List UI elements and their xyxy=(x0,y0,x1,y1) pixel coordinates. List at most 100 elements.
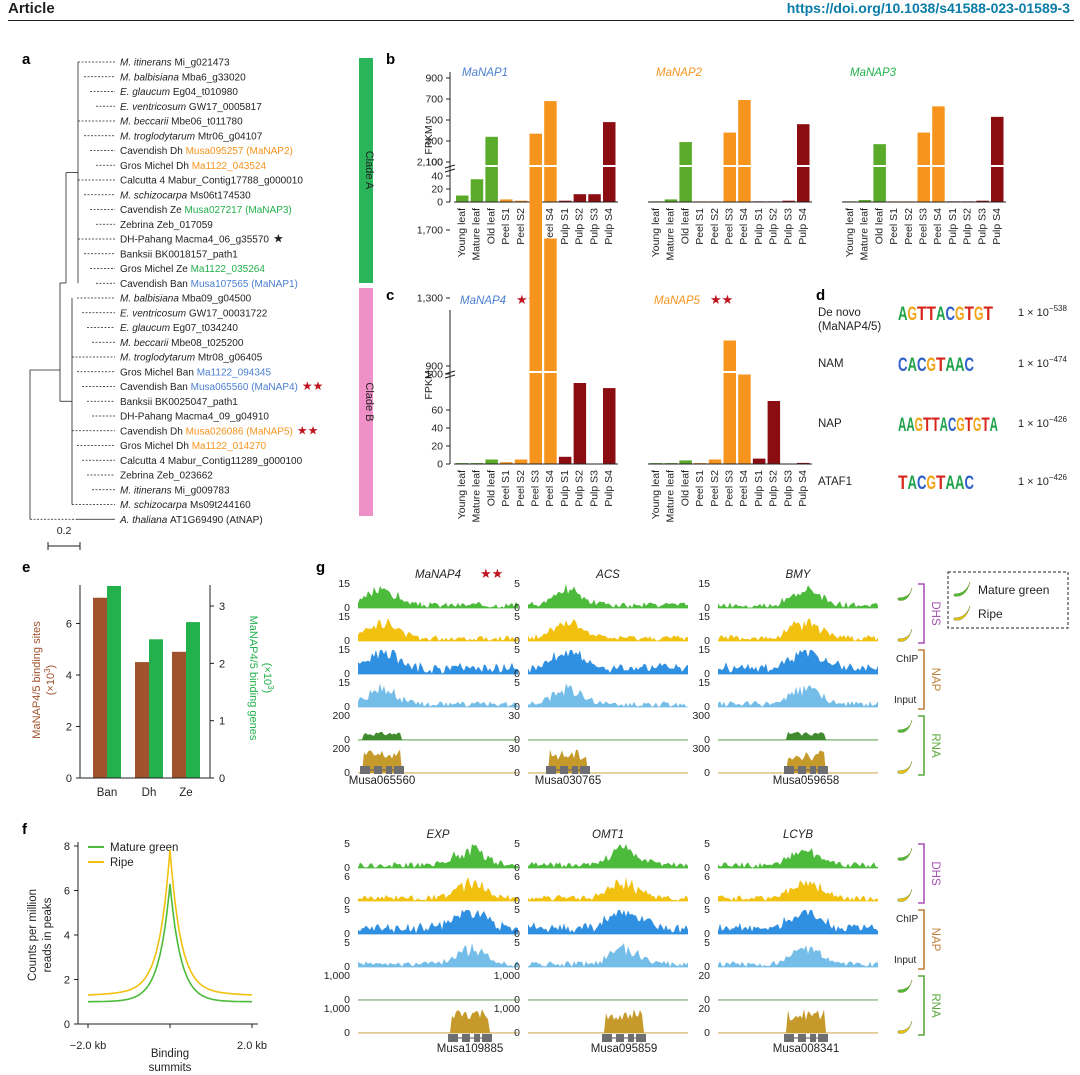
tree-leaf-id: BK0018157_path1 xyxy=(155,249,238,260)
g-gene-exon xyxy=(784,1034,794,1042)
g-group-label: RNA xyxy=(929,993,941,1018)
g-gene-label: Musa065560 xyxy=(349,775,416,787)
b-xtick-label: Mature leaf xyxy=(471,208,483,261)
c-xtick-label: Pulp S4 xyxy=(603,470,615,507)
tree-leaf: M. itinerans Mi_g009783 xyxy=(120,485,230,496)
b-ylabel: FPKM xyxy=(423,125,435,154)
c-xtick-label: Peel S1 xyxy=(500,470,512,507)
tree-leaf-species: Cavendish Dh xyxy=(120,426,186,437)
c-bar xyxy=(797,462,810,464)
b-bar xyxy=(558,200,572,202)
tree-leaf-species: M. itinerans xyxy=(120,485,174,496)
panel-label-f: f xyxy=(22,821,28,838)
b-bar xyxy=(873,144,886,202)
b-xtick-label: Peel S1 xyxy=(500,208,512,245)
c-xtick-label: Young leaf xyxy=(456,470,468,519)
tree-leaf: M. beccarii Mbe08_t025200 xyxy=(120,338,244,349)
g-track-zero: 0 xyxy=(704,895,710,907)
tree-leaf-species: Cavendish Ze xyxy=(120,205,184,216)
g-track-max: 30 xyxy=(508,743,520,755)
c-series-marker: ★★ xyxy=(710,292,733,307)
c-ytick-label: 20 xyxy=(431,441,443,453)
panel-label-a: a xyxy=(22,51,31,68)
g-track-zero: 0 xyxy=(344,767,350,779)
e-right-tick-label: 0 xyxy=(219,773,225,785)
g-track-zero: 0 xyxy=(344,602,350,614)
d-logo-letter: T xyxy=(931,415,940,436)
g-track-max: 1,000 xyxy=(494,970,520,982)
c-xtick-label: Mature leaf xyxy=(471,470,483,523)
d-pvalue-exp: −426 xyxy=(1049,415,1068,424)
d-logo-letter: G xyxy=(915,415,923,436)
b-ytick-label: 900 xyxy=(425,73,443,85)
g-banana-icon xyxy=(897,979,913,993)
g-gene-label: Musa008341 xyxy=(773,1043,840,1055)
e-bar-sites xyxy=(135,662,149,778)
c-xtick-label: Pulp S2 xyxy=(768,470,780,507)
b-bar xyxy=(679,142,692,202)
g-gene-exon xyxy=(448,1034,458,1042)
f-line-mature xyxy=(88,883,252,1003)
d-logo-letter: C xyxy=(917,473,927,494)
c-bar xyxy=(603,388,616,464)
g-track-zero: 0 xyxy=(514,961,520,973)
tree-leaf-id: Eg07_t034240 xyxy=(173,323,239,334)
d-logo-letter: T xyxy=(923,415,932,436)
tree-leaf: E. glaucum Eg04_t010980 xyxy=(120,87,238,98)
b-ytick-label: 40 xyxy=(431,171,443,183)
d-logo-letter: A xyxy=(955,473,965,494)
d-logo-letter: T xyxy=(927,304,937,325)
c-ytick-label: 100 xyxy=(425,369,443,381)
d-logo-letter: C xyxy=(965,473,975,494)
doi-link[interactable]: https://doi.org/10.1038/s41588-023-01589… xyxy=(786,0,1070,16)
g-gene-exon xyxy=(386,766,392,774)
g-track xyxy=(528,1009,688,1033)
b-xtick-label: Old leaf xyxy=(873,208,885,244)
b-bar xyxy=(932,106,945,202)
b-xtick-label: Peel S2 xyxy=(903,208,915,245)
c-bar xyxy=(514,459,528,464)
c-bar xyxy=(573,383,587,464)
g-track-zero: 0 xyxy=(514,862,520,874)
g-track-max: 15 xyxy=(698,611,710,623)
d-logo-letter: T xyxy=(917,304,927,325)
f-ytick-label: 8 xyxy=(64,841,70,853)
g-gene-exon xyxy=(360,766,370,774)
g-track xyxy=(358,731,518,740)
tree-leaf-id: Musa095257 (MaNAP2) xyxy=(186,146,293,157)
c-bar xyxy=(723,340,736,464)
g-track-zero: 0 xyxy=(344,961,350,973)
g-group-bracket xyxy=(918,909,925,970)
g-track-zero: 0 xyxy=(704,994,710,1006)
tree-leaf-species: M. balbisiana xyxy=(120,294,182,305)
e-right-tick-label: 2 xyxy=(219,658,225,670)
tree-leaf: Cavendish Dh Musa095257 (MaNAP2) xyxy=(120,146,293,157)
d-logo-letter: T xyxy=(936,355,946,376)
g-track xyxy=(718,650,878,674)
b-xtick-label: Peel S4 xyxy=(738,208,750,245)
tree-leaf-id: Mba09_g04500 xyxy=(182,294,252,305)
g-track-zero: 0 xyxy=(704,668,710,680)
g-legend-label: Mature green xyxy=(978,583,1049,597)
c-xtick-label: Mature leaf xyxy=(665,470,677,523)
g-gene-exon xyxy=(810,1034,816,1042)
g-gene-exon xyxy=(462,1034,470,1042)
b-xtick-label: Young leaf xyxy=(844,208,856,257)
b-xtick-label: Mature leaf xyxy=(859,208,871,261)
g-track-zero: 0 xyxy=(704,734,710,746)
g-track xyxy=(718,848,878,868)
b-xtick-label: Pulp S3 xyxy=(588,208,600,245)
b-bar xyxy=(456,195,469,202)
b-xtick-label: Pulp S2 xyxy=(768,208,780,245)
tree-leaf: Cavendish Ban Musa065560 (MaNAP4) ★★ xyxy=(120,379,323,393)
c-xtick-label: Pulp S3 xyxy=(782,470,794,507)
tree-leaf: DH-Pahang Macma4_06_g35570 ★ xyxy=(120,232,284,246)
d-motif-name: ATAF1 xyxy=(818,476,852,488)
b-bar xyxy=(500,199,513,202)
e-bar-sites xyxy=(172,651,186,778)
g-gene-exon xyxy=(394,766,404,774)
b-bar xyxy=(588,194,601,202)
c-xtick-label: Pulp S2 xyxy=(574,470,586,507)
g-gene-exon xyxy=(818,766,828,774)
d-logo-letter: G xyxy=(955,304,965,325)
